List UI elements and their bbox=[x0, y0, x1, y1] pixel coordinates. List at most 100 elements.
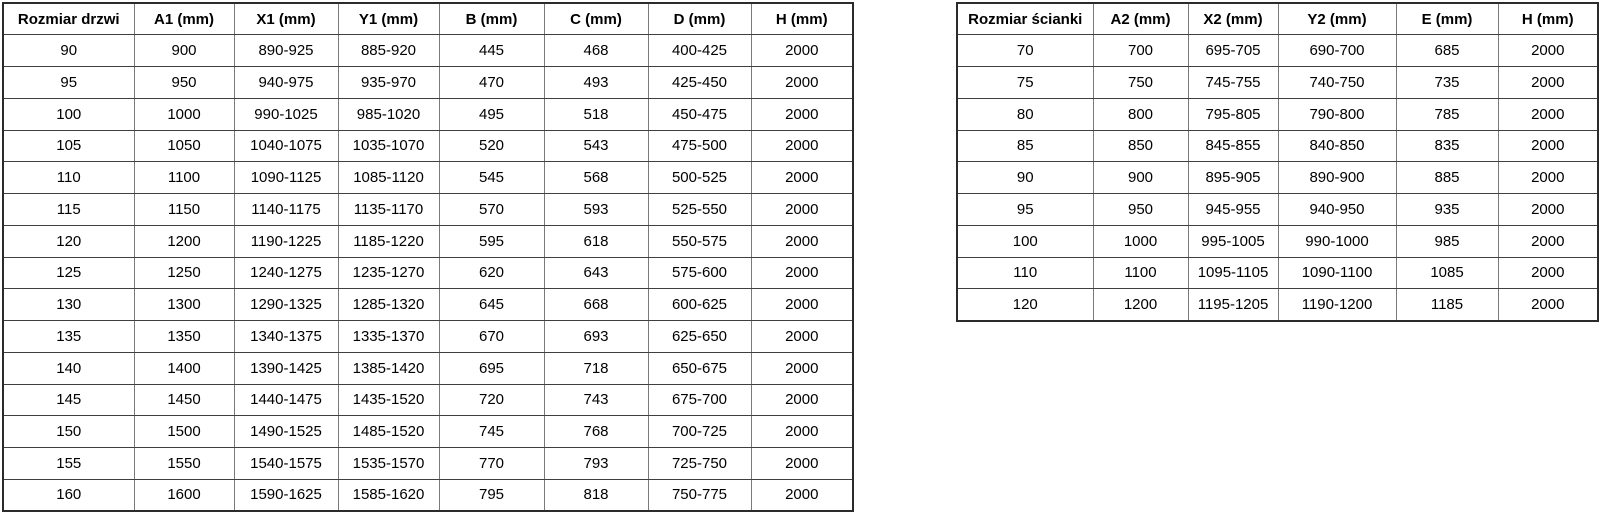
table-cell: 120 bbox=[2, 224, 135, 258]
table-cell: 110 bbox=[956, 256, 1094, 290]
table-cell: 445 bbox=[438, 34, 545, 67]
table-cell: 155 bbox=[2, 447, 135, 480]
table-cell: 818 bbox=[543, 478, 649, 512]
table-cell: 1540-1575 bbox=[233, 447, 339, 480]
header-row: Rozmiar ścianki A2 (mm) X2 (mm) Y2 (mm) E (m… bbox=[956, 2, 1599, 36]
table-cell: 2000 bbox=[750, 256, 854, 290]
table-cell: 543 bbox=[543, 129, 649, 163]
table-cell: 1250 bbox=[133, 256, 235, 290]
table-cell: 2000 bbox=[750, 34, 854, 67]
table-cell: 1485-1520 bbox=[337, 415, 440, 448]
table-cell: 85 bbox=[956, 129, 1094, 163]
table-cell: 985 bbox=[1395, 224, 1499, 258]
table-cell: 685 bbox=[1395, 34, 1499, 67]
table-cell: 90 bbox=[956, 161, 1094, 194]
table-cell: 885-920 bbox=[337, 34, 440, 67]
table-row: 145 1450 1440-1475 1435-1520 720 743 675-700 20… bbox=[2, 383, 854, 417]
table-cell: 140 bbox=[2, 351, 135, 385]
table-cell: 2000 bbox=[750, 415, 854, 448]
table-cell: 720 bbox=[438, 383, 545, 417]
table-cell: 1190-1225 bbox=[233, 224, 339, 258]
table-cell: 650-675 bbox=[647, 351, 752, 385]
table-cell: 1150 bbox=[133, 193, 235, 226]
table-cell: 668 bbox=[543, 288, 649, 321]
table-cell: 2000 bbox=[750, 288, 854, 321]
table-cell: 745 bbox=[438, 415, 545, 448]
table-row: 155 1550 1540-1575 1535-1570 770 793 725-750 20… bbox=[2, 447, 854, 480]
table-cell: 840-850 bbox=[1277, 129, 1397, 163]
table-cell: 990-1000 bbox=[1277, 224, 1397, 258]
table-cell: 990-1025 bbox=[233, 97, 339, 131]
table-cell: 2000 bbox=[1497, 161, 1599, 194]
table-cell: 2000 bbox=[750, 161, 854, 194]
table-cell: 160 bbox=[2, 478, 135, 512]
table-row: 110 1100 1095-1105 1090-1100 1085 2000 bbox=[956, 256, 1599, 290]
table-cell: 740-750 bbox=[1277, 66, 1397, 99]
column-header: Rozmiar ścianki bbox=[956, 2, 1094, 36]
table-row: 90 900 890-925 885-920 445 468 400-425 2000 bbox=[2, 34, 854, 67]
table-cell: 100 bbox=[2, 97, 135, 131]
table-cell: 545 bbox=[438, 161, 545, 194]
table-cell: 495 bbox=[438, 97, 545, 131]
table-cell: 1550 bbox=[133, 447, 235, 480]
table-cell: 945-955 bbox=[1187, 193, 1279, 226]
table-cell: 1350 bbox=[133, 320, 235, 353]
table-cell: 645 bbox=[438, 288, 545, 321]
table-cell: 1040-1075 bbox=[233, 129, 339, 163]
table-cell: 2000 bbox=[750, 97, 854, 131]
table-cell: 1590-1625 bbox=[233, 478, 339, 512]
table-cell: 150 bbox=[2, 415, 135, 448]
table-cell: 695 bbox=[438, 351, 545, 385]
table-cell: 518 bbox=[543, 97, 649, 131]
table-row: 85 850 845-855 840-850 835 2000 bbox=[956, 129, 1599, 163]
table-cell: 790-800 bbox=[1277, 97, 1397, 131]
table-cell: 795 bbox=[438, 478, 545, 512]
table-cell: 400-425 bbox=[647, 34, 752, 67]
table-cell: 493 bbox=[543, 66, 649, 99]
table-cell: 550-575 bbox=[647, 224, 752, 258]
table-cell: 2000 bbox=[750, 66, 854, 99]
table-cell: 1085-1120 bbox=[337, 161, 440, 194]
table-cell: 450-475 bbox=[647, 97, 752, 131]
table-cell: 1600 bbox=[133, 478, 235, 512]
table-cell: 1290-1325 bbox=[233, 288, 339, 321]
table-cell: 750-775 bbox=[647, 478, 752, 512]
table-cell: 1190-1200 bbox=[1277, 288, 1397, 321]
table-cell: 525-550 bbox=[647, 193, 752, 226]
table-cell: 2000 bbox=[750, 193, 854, 226]
table-cell: 625-650 bbox=[647, 320, 752, 353]
table-cell: 1585-1620 bbox=[337, 478, 440, 512]
table-cell: 618 bbox=[543, 224, 649, 258]
table-cell: 785 bbox=[1395, 97, 1499, 131]
table-cell: 795-805 bbox=[1187, 97, 1279, 131]
table-row: 100 1000 990-1025 985-1020 495 518 450-475 2000 bbox=[2, 97, 854, 131]
table-cell: 950 bbox=[1092, 193, 1189, 226]
table-cell: 1090-1125 bbox=[233, 161, 339, 194]
table-cell: 470 bbox=[438, 66, 545, 99]
table-cell: 100 bbox=[956, 224, 1094, 258]
table-cell: 1285-1320 bbox=[337, 288, 440, 321]
column-header: Y2 (mm) bbox=[1277, 2, 1397, 36]
table-row: 115 1150 1140-1175 1135-1170 570 593 525-550 20… bbox=[2, 193, 854, 226]
table-cell: 425-450 bbox=[647, 66, 752, 99]
table-cell: 570 bbox=[438, 193, 545, 226]
column-header: X2 (mm) bbox=[1187, 2, 1279, 36]
table-cell: 935-970 bbox=[337, 66, 440, 99]
table-cell: 1450 bbox=[133, 383, 235, 417]
table-cell: 1050 bbox=[133, 129, 235, 163]
table-row: 120 1200 1190-1225 1185-1220 595 618 550-575 20… bbox=[2, 224, 854, 258]
table-row: 95 950 945-955 940-950 935 2000 bbox=[956, 193, 1599, 226]
table-cell: 700 bbox=[1092, 34, 1189, 67]
table-row: 140 1400 1390-1425 1385-1420 695 718 650-675 20… bbox=[2, 351, 854, 385]
table-cell: 670 bbox=[438, 320, 545, 353]
table-cell: 750 bbox=[1092, 66, 1189, 99]
table-cell: 595 bbox=[438, 224, 545, 258]
table-cell: 2000 bbox=[750, 320, 854, 353]
table-cell: 1140-1175 bbox=[233, 193, 339, 226]
table-row: 95 950 940-975 935-970 470 493 425-450 2000 bbox=[2, 66, 854, 99]
table-cell: 575-600 bbox=[647, 256, 752, 290]
column-header: H (mm) bbox=[750, 2, 854, 36]
table-cell: 2000 bbox=[1497, 34, 1599, 67]
table-cell: 500-525 bbox=[647, 161, 752, 194]
